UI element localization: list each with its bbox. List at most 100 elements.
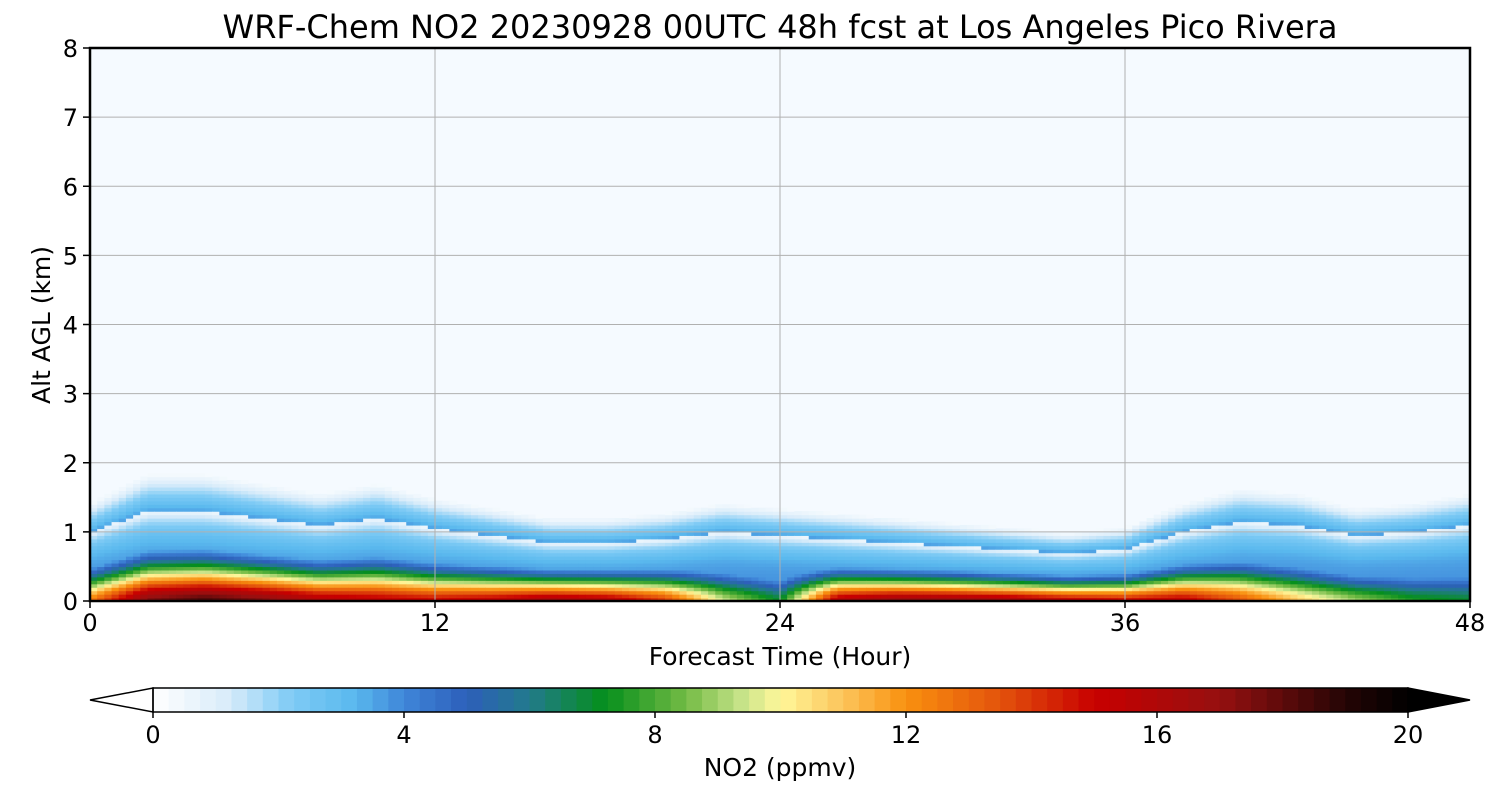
heatmap-cell xyxy=(859,556,867,561)
heatmap-cell xyxy=(240,562,249,568)
heatmap-cell xyxy=(974,538,982,543)
heatmap-cell xyxy=(111,514,120,519)
heatmap-cell xyxy=(1225,562,1234,568)
heatmap-cell xyxy=(1196,576,1205,581)
heatmap-cell xyxy=(463,535,472,540)
heatmap-cell xyxy=(1254,518,1263,523)
heatmap-cell xyxy=(406,524,415,530)
heatmap-cell xyxy=(1139,573,1148,578)
heatmap-cell xyxy=(427,580,436,585)
heatmap-cell xyxy=(1196,580,1205,585)
heatmap-cell xyxy=(938,531,946,536)
heatmap-cell xyxy=(1132,538,1140,543)
heatmap-cell xyxy=(794,549,803,554)
heatmap-cell xyxy=(1089,552,1097,557)
heatmap-cell xyxy=(1347,559,1356,564)
heatmap-cell xyxy=(125,518,134,523)
heatmap-cell xyxy=(535,580,544,585)
heatmap-cell xyxy=(284,507,292,512)
heatmap-cell xyxy=(665,559,673,564)
heatmap-cell xyxy=(1275,569,1284,574)
heatmap-cell xyxy=(190,528,199,533)
heatmap-cell xyxy=(665,511,673,516)
heatmap-cell xyxy=(607,562,616,568)
heatmap-cell xyxy=(1290,507,1299,512)
heatmap-cell xyxy=(550,566,558,571)
heatmap-cell xyxy=(413,514,422,519)
heatmap-cell xyxy=(104,531,113,536)
heatmap-cell xyxy=(521,562,530,568)
heatmap-cell xyxy=(219,518,228,523)
heatmap-cell xyxy=(90,597,98,601)
heatmap-cell xyxy=(140,531,149,536)
heatmap-cell xyxy=(808,576,817,581)
heatmap-cell xyxy=(140,535,149,540)
heatmap-cell xyxy=(348,556,357,561)
heatmap-cell xyxy=(190,500,199,505)
heatmap-cell xyxy=(463,576,472,581)
heatmap-cell xyxy=(535,538,544,543)
heatmap-cell xyxy=(1153,583,1162,588)
heatmap-cell xyxy=(1081,538,1090,543)
heatmap-cell xyxy=(1117,580,1126,585)
heatmap-cell xyxy=(1297,562,1306,568)
heatmap-cell xyxy=(1081,576,1090,581)
heatmap-cell xyxy=(1153,573,1162,578)
heatmap-cell xyxy=(399,497,407,502)
heatmap-cell xyxy=(399,545,407,550)
heatmap-cell xyxy=(190,524,199,530)
heatmap-cell xyxy=(1297,587,1306,592)
heatmap-cell xyxy=(902,538,910,543)
heatmap-cell xyxy=(1319,535,1327,540)
heatmap-cell xyxy=(866,566,875,571)
heatmap-cell xyxy=(355,587,364,592)
heatmap-cell xyxy=(966,576,975,581)
heatmap-cell xyxy=(391,590,400,595)
heatmap-cell xyxy=(1038,597,1047,601)
heatmap-cell xyxy=(140,483,149,488)
heatmap-cell xyxy=(492,511,501,516)
heatmap-cell xyxy=(176,486,185,491)
heatmap-cell xyxy=(427,538,436,543)
heatmap-cell xyxy=(787,531,795,536)
heatmap-cell xyxy=(1283,552,1291,557)
heatmap-cell xyxy=(399,507,407,512)
heatmap-cell xyxy=(97,566,105,571)
heatmap-cell xyxy=(1275,504,1284,509)
heatmap-cell xyxy=(837,576,846,581)
heatmap-cell xyxy=(672,535,680,540)
heatmap-cell xyxy=(988,531,997,536)
heatmap-cell xyxy=(118,566,127,571)
heatmap-cell xyxy=(787,573,795,578)
heatmap-cell xyxy=(571,580,580,585)
heatmap-cell xyxy=(334,490,343,495)
heatmap-cell xyxy=(1031,597,1040,601)
heatmap-cell xyxy=(1089,594,1097,599)
heatmap-cell xyxy=(363,538,371,543)
heatmap-cell xyxy=(183,583,192,588)
heatmap-cell xyxy=(1204,507,1212,512)
heatmap-cell xyxy=(1333,576,1342,581)
heatmap-cell xyxy=(190,580,199,585)
heatmap-cell xyxy=(197,493,206,498)
heatmap-cell xyxy=(1232,504,1241,509)
heatmap-cell xyxy=(736,504,745,509)
heatmap-cell xyxy=(1211,511,1220,516)
heatmap-cell xyxy=(629,531,637,536)
heatmap-cell xyxy=(327,552,335,557)
heatmap-cell xyxy=(212,562,220,568)
heatmap-cell xyxy=(125,483,134,488)
heatmap-cell xyxy=(593,594,601,599)
heatmap-cell xyxy=(269,583,278,588)
heatmap-cell xyxy=(1081,531,1090,536)
heatmap-cell xyxy=(866,556,875,561)
heatmap-cell xyxy=(830,573,839,578)
heatmap-cell xyxy=(851,573,860,578)
heatmap-cell xyxy=(1369,542,1378,547)
heatmap-cell xyxy=(1132,521,1140,526)
heatmap-cell xyxy=(190,480,199,485)
heatmap-cell xyxy=(679,594,688,599)
heatmap-cell xyxy=(420,507,429,512)
heatmap-cell xyxy=(1333,524,1342,530)
heatmap-cell xyxy=(118,576,127,581)
